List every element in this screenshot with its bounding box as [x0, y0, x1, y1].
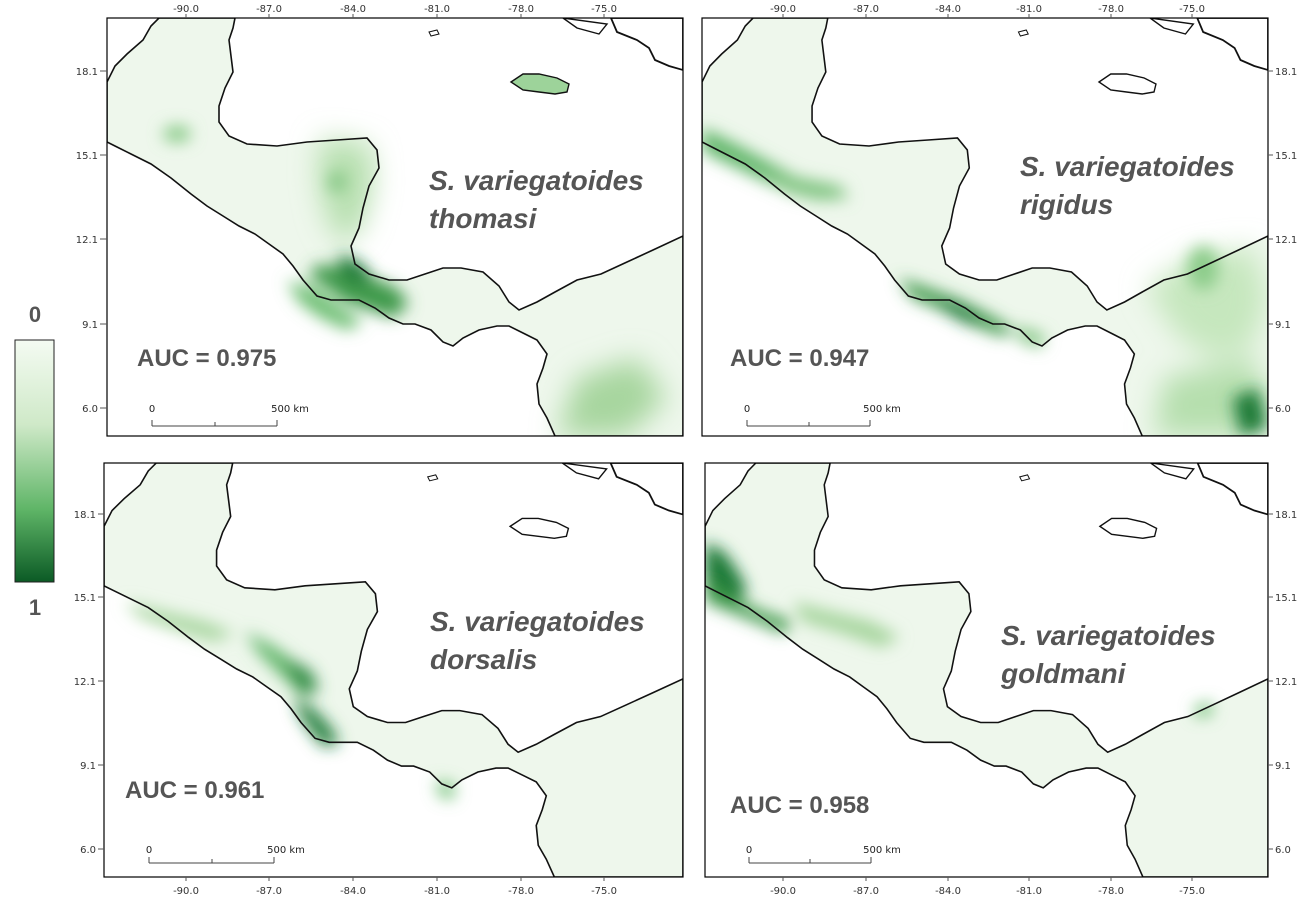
- scale-bar: 0 500 km: [746, 845, 901, 864]
- auc-value: AUC = 0.958: [730, 792, 869, 819]
- latitude-tick-label: 6.0: [1275, 845, 1291, 856]
- latitude-tick-label: 6.0: [80, 845, 96, 856]
- species-name-line1: S. variegatoides: [429, 165, 644, 196]
- scale-end-label: 500 km: [267, 845, 305, 856]
- scale-bar: 0 500 km: [149, 404, 309, 427]
- species-name-line1: S. variegatoides: [1020, 151, 1235, 182]
- longitude-ticks-top-right: -90.0 -87.0 -84.0 -81.0 -78.0 -75.0: [770, 4, 1205, 18]
- latitude-tick-label: 18.1: [74, 510, 96, 521]
- longitude-tick-label: -90.0: [173, 4, 199, 15]
- species-name-line2: thomasi: [429, 203, 538, 234]
- latitude-tick-label: 12.1: [76, 235, 98, 246]
- latitude-tick-label: 15.1: [1275, 151, 1297, 162]
- longitude-tick-label: -75.0: [591, 886, 617, 897]
- map-goldmani: [704, 462, 1269, 878]
- latitude-tick-label: 6.0: [82, 404, 98, 415]
- longitude-tick-label: -84.0: [935, 886, 961, 897]
- longitude-tick-label: -87.0: [256, 886, 282, 897]
- latitude-ticks-top-left: 18.1 15.1 12.1 9.1 6.0: [76, 67, 107, 415]
- longitude-tick-label: -90.0: [770, 886, 796, 897]
- map-frame: [103, 462, 684, 878]
- longitude-tick-label: -78.0: [508, 4, 534, 15]
- latitude-tick-label: 18.1: [1275, 510, 1297, 521]
- longitude-tick-label: -78.0: [508, 886, 534, 897]
- longitude-tick-label: -87.0: [853, 4, 879, 15]
- species-name-line2: dorsalis: [430, 644, 537, 675]
- longitude-tick-label: -81.0: [424, 4, 450, 15]
- scale-start-label: 0: [746, 845, 752, 856]
- scale-end-label: 500 km: [863, 845, 901, 856]
- longitude-tick-label: -90.0: [770, 4, 796, 15]
- scale-start-label: 0: [149, 404, 155, 415]
- scale-start-label: 0: [744, 404, 750, 415]
- legend: 0 1: [14, 302, 55, 620]
- panel-goldmani: S. variegatoides goldmani AUC = 0.958 0 …: [704, 462, 1269, 878]
- legend-colorbar: [14, 339, 55, 583]
- latitude-tick-label: 6.0: [1275, 404, 1291, 415]
- longitude-tick-label: -84.0: [340, 886, 366, 897]
- longitude-tick-label: -75.0: [591, 4, 617, 15]
- longitude-tick-label: -90.0: [173, 886, 199, 897]
- latitude-ticks-bottom-left: 18.1 15.1 12.1 9.1 6.0: [74, 510, 104, 856]
- species-name-line2: rigidus: [1020, 189, 1113, 220]
- latitude-tick-label: 9.1: [82, 320, 98, 331]
- legend-bottom-label: 1: [29, 595, 41, 620]
- longitude-tick-label: -84.0: [340, 4, 366, 15]
- map-frame: [106, 17, 684, 437]
- panel-thomasi: S. variegatoides thomasi AUC = 0.975 0 5…: [106, 17, 684, 437]
- latitude-tick-label: 18.1: [1275, 67, 1297, 78]
- longitude-tick-label: -75.0: [1179, 886, 1205, 897]
- longitude-tick-label: -78.0: [1098, 4, 1124, 15]
- map-thomasi: [106, 17, 684, 437]
- panel-dorsalis: S. variegatoides dorsalis AUC = 0.961 0 …: [103, 462, 684, 878]
- map-frame: [704, 462, 1269, 878]
- longitude-tick-label: -84.0: [935, 4, 961, 15]
- legend-top-label: 0: [29, 302, 41, 327]
- longitude-tick-label: -81.0: [424, 886, 450, 897]
- longitude-ticks-bottom-right: -90.0 -87.0 -84.0 -81.0 -78.0 -75.0: [770, 877, 1205, 897]
- longitude-ticks-bottom-left: -90.0 -87.0 -84.0 -81.0 -78.0 -75.0: [173, 877, 617, 897]
- scale-start-label: 0: [146, 845, 152, 856]
- latitude-tick-label: 9.1: [80, 761, 96, 772]
- longitude-tick-label: -87.0: [853, 886, 879, 897]
- scale-bar: 0 500 km: [146, 845, 305, 864]
- latitude-tick-label: 12.1: [1275, 677, 1297, 688]
- species-name-line2: goldmani: [1000, 658, 1127, 689]
- latitude-tick-label: 18.1: [76, 67, 98, 78]
- longitude-tick-label: -75.0: [1179, 4, 1205, 15]
- latitude-ticks-bottom-right: 18.1 15.1 12.1 9.1 6.0: [1268, 510, 1297, 856]
- map-rigidus: [701, 17, 1269, 437]
- scale-bar: 0 500 km: [744, 404, 901, 427]
- latitude-tick-label: 9.1: [1275, 320, 1291, 331]
- longitude-tick-label: -81.0: [1016, 886, 1042, 897]
- species-name-line1: S. variegatoides: [430, 606, 645, 637]
- map-frame: [701, 17, 1269, 437]
- scale-end-label: 500 km: [271, 404, 309, 415]
- longitude-ticks-top-left: -90.0 -87.0 -84.0 -81.0 -78.0 -75.0: [173, 4, 617, 18]
- panel-rigidus: S. variegatoides rigidus AUC = 0.947 0 5…: [701, 17, 1269, 437]
- longitude-tick-label: -81.0: [1016, 4, 1042, 15]
- longitude-tick-label: -87.0: [256, 4, 282, 15]
- auc-value: AUC = 0.975: [137, 345, 276, 372]
- latitude-tick-label: 15.1: [76, 151, 98, 162]
- auc-value: AUC = 0.961: [125, 777, 264, 804]
- auc-value: AUC = 0.947: [730, 345, 869, 372]
- scale-end-label: 500 km: [863, 404, 901, 415]
- longitude-tick-label: -78.0: [1098, 886, 1124, 897]
- latitude-tick-label: 15.1: [1275, 593, 1297, 604]
- latitude-tick-label: 12.1: [1275, 235, 1297, 246]
- latitude-ticks-top-right: 18.1 15.1 12.1 9.1 6.0: [1268, 67, 1297, 415]
- latitude-tick-label: 15.1: [74, 593, 96, 604]
- map-dorsalis: [103, 462, 684, 878]
- species-name-line1: S. variegatoides: [1001, 620, 1216, 651]
- latitude-tick-label: 9.1: [1275, 761, 1291, 772]
- latitude-tick-label: 12.1: [74, 677, 96, 688]
